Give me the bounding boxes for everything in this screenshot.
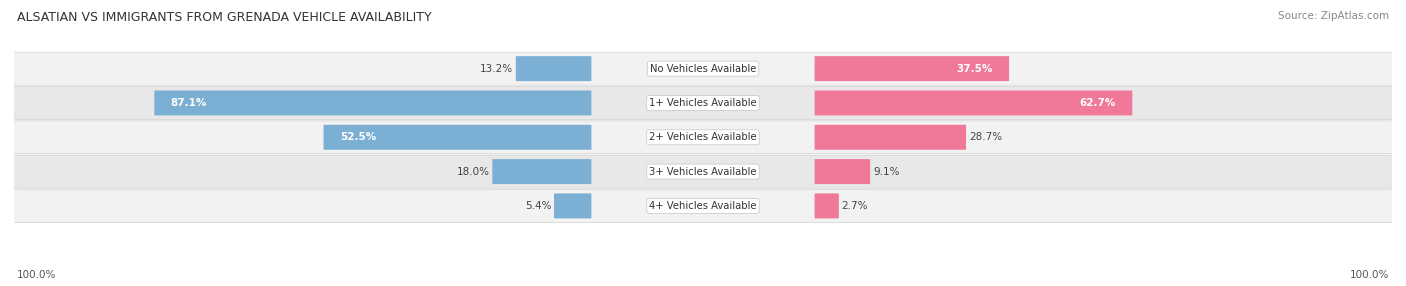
Text: 100.0%: 100.0% <box>1350 270 1389 280</box>
Text: 62.7%: 62.7% <box>1080 98 1116 108</box>
Text: 13.2%: 13.2% <box>479 64 513 74</box>
FancyBboxPatch shape <box>516 56 592 81</box>
Text: 5.4%: 5.4% <box>524 201 551 211</box>
Text: 3+ Vehicles Available: 3+ Vehicles Available <box>650 167 756 176</box>
Legend: Alsatian, Immigrants from Grenada: Alsatian, Immigrants from Grenada <box>576 284 830 286</box>
FancyBboxPatch shape <box>814 159 870 184</box>
Text: 100.0%: 100.0% <box>17 270 56 280</box>
FancyBboxPatch shape <box>7 189 1399 223</box>
FancyBboxPatch shape <box>7 52 1399 85</box>
FancyBboxPatch shape <box>814 193 839 219</box>
Text: 2.7%: 2.7% <box>842 201 868 211</box>
Text: Source: ZipAtlas.com: Source: ZipAtlas.com <box>1278 11 1389 21</box>
FancyBboxPatch shape <box>814 90 1132 116</box>
Text: 1+ Vehicles Available: 1+ Vehicles Available <box>650 98 756 108</box>
Text: 52.5%: 52.5% <box>340 132 377 142</box>
Text: No Vehicles Available: No Vehicles Available <box>650 64 756 74</box>
Text: 18.0%: 18.0% <box>457 167 489 176</box>
FancyBboxPatch shape <box>323 125 592 150</box>
FancyBboxPatch shape <box>7 86 1399 120</box>
FancyBboxPatch shape <box>554 193 592 219</box>
FancyBboxPatch shape <box>814 125 966 150</box>
FancyBboxPatch shape <box>7 155 1399 188</box>
Text: 87.1%: 87.1% <box>172 98 207 108</box>
Text: 2+ Vehicles Available: 2+ Vehicles Available <box>650 132 756 142</box>
Text: ALSATIAN VS IMMIGRANTS FROM GRENADA VEHICLE AVAILABILITY: ALSATIAN VS IMMIGRANTS FROM GRENADA VEHI… <box>17 11 432 24</box>
FancyBboxPatch shape <box>155 90 592 116</box>
Text: 4+ Vehicles Available: 4+ Vehicles Available <box>650 201 756 211</box>
FancyBboxPatch shape <box>492 159 592 184</box>
Text: 9.1%: 9.1% <box>873 167 900 176</box>
Text: 37.5%: 37.5% <box>956 64 993 74</box>
FancyBboxPatch shape <box>7 121 1399 154</box>
FancyBboxPatch shape <box>814 56 1010 81</box>
Text: 28.7%: 28.7% <box>969 132 1002 142</box>
